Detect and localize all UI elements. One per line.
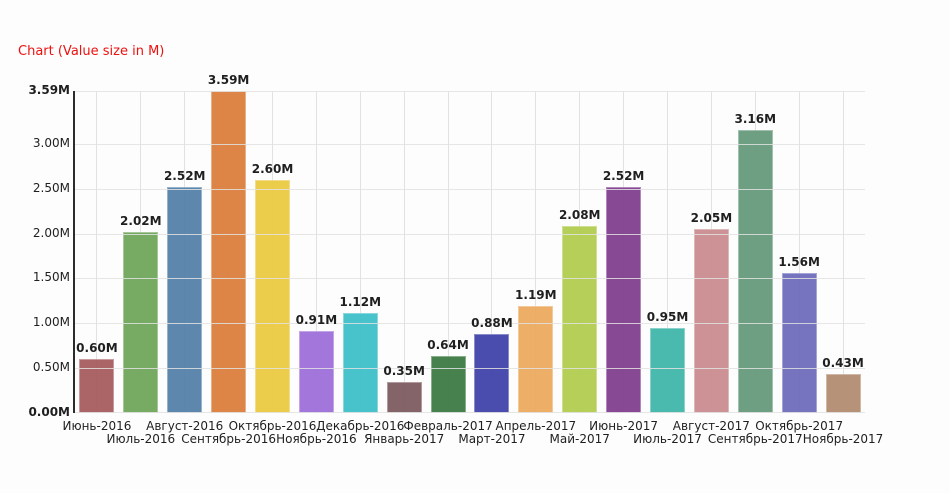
bar-value-label: 2.52M	[602, 168, 645, 183]
x-axis-label: Январь-2017	[364, 432, 445, 446]
bar-value-label: 2.02M	[120, 213, 162, 228]
y-axis-line	[73, 91, 75, 413]
x-axis-label: Декабрь-2016	[316, 419, 405, 433]
y-tick-label: 1.50M	[32, 270, 70, 285]
x-axis-label: Октябрь-2017	[755, 419, 844, 433]
gridline-v	[403, 91, 405, 413]
x-axis-label: Июль-2017	[633, 432, 702, 446]
bar-Январь-2017[interactable]	[386, 381, 422, 413]
bar-Февраль-2017[interactable]	[430, 355, 466, 413]
x-axis-label: Август-2017	[672, 419, 750, 433]
y-tick-label: 2.50M	[32, 180, 70, 195]
bar-value-label: 0.64M	[427, 337, 469, 352]
bar-Август-2017[interactable]	[693, 229, 729, 413]
bar-Апрель-2017[interactable]	[518, 306, 554, 413]
bar-Сентябрь-2017[interactable]	[737, 129, 773, 413]
gridline-h	[75, 233, 865, 235]
y-tick-label: 1.00M	[32, 315, 70, 330]
gridline-v	[842, 91, 844, 413]
y-tick-label: 3.00M	[32, 135, 70, 150]
chart-title: Chart (Value size in M)	[18, 44, 165, 59]
bar-Июль-2016[interactable]	[123, 231, 159, 413]
x-axis-label: Ноябрь-2017	[802, 432, 884, 446]
x-axis-label: Сентябрь-2017	[707, 432, 803, 446]
gridline-h	[75, 323, 865, 325]
x-axis-label: Сентябрь-2016	[181, 432, 276, 446]
gridline-v	[491, 91, 493, 413]
gridline-h	[75, 188, 865, 190]
bar-value-label: 1.19M	[515, 288, 557, 303]
bar-Июнь-2017[interactable]	[606, 186, 642, 413]
bar-Сентябрь-2016[interactable]	[211, 91, 247, 413]
bar-value-label: 1.56M	[778, 255, 820, 270]
x-axis-label: Ноябрь-2016	[276, 432, 357, 446]
y-tick-label: 2.00M	[32, 225, 70, 240]
bar-Август-2016[interactable]	[167, 186, 203, 413]
gridline-h	[75, 143, 865, 145]
gridline-h	[75, 368, 865, 370]
bar-value-label: 0.43M	[822, 356, 864, 371]
gridline-h	[75, 91, 865, 92]
bar-Декабрь-2016[interactable]	[342, 312, 378, 413]
x-axis-label: Август-2016	[146, 419, 224, 433]
gridline-v	[535, 91, 537, 413]
bar-value-label: 2.60M	[251, 161, 294, 176]
y-tick-label: 0.50M	[32, 360, 70, 375]
bar-Март-2017[interactable]	[474, 334, 510, 413]
bar-value-label: 2.52M	[163, 168, 206, 183]
bar-Ноябрь-2016[interactable]	[298, 331, 334, 413]
x-axis-label: Май-2017	[549, 432, 610, 446]
y-tick-label: 0.00M	[28, 405, 70, 419]
bar-Октябрь-2016[interactable]	[255, 179, 290, 413]
bar-Октябрь-2017[interactable]	[781, 273, 817, 413]
x-axis-label: Апрель-2017	[495, 419, 577, 433]
x-axis-label: Октябрь-2016	[228, 419, 317, 433]
bar-value-label: 2.05M	[690, 211, 733, 226]
gridline-v	[315, 91, 317, 413]
gridline-v	[667, 91, 668, 413]
bar-Июль-2017[interactable]	[650, 327, 685, 413]
gridline-v	[447, 91, 449, 413]
bar-value-label: 0.88M	[471, 316, 513, 331]
bar-Май-2017[interactable]	[562, 226, 598, 413]
bar-value-label: 0.91M	[295, 313, 338, 328]
gridline-v	[359, 91, 361, 413]
gridline-h	[75, 412, 865, 413]
x-axis-label: Июль-2016	[106, 432, 176, 446]
x-axis-label: Июнь-2016	[62, 419, 132, 433]
bar-value-label: 2.08M	[558, 208, 601, 223]
x-axis-label: Июнь-2017	[589, 419, 659, 433]
bar-value-label: 3.16M	[734, 111, 777, 126]
x-axis-label: Март-2017	[458, 432, 526, 446]
bar-value-label: 0.60M	[76, 341, 118, 356]
bar-value-label: 0.35M	[383, 363, 425, 378]
bar-value-label: 0.95M	[646, 309, 689, 324]
bar-value-label: 1.12M	[339, 294, 382, 309]
y-tick-label: 3.59M	[28, 83, 70, 97]
plot-area: 0.60M 2.02M 2.52M 3.59M 2.60M 0.91M 1.12M 0.35M…	[63, 73, 884, 446]
gridline-v	[798, 91, 800, 413]
bar-value-label: 3.59M	[207, 73, 250, 87]
gridline-h	[75, 278, 865, 280]
x-axis-label: Февраль-2017	[403, 419, 493, 433]
gridline-v	[96, 91, 98, 413]
bar-Ноябрь-2017[interactable]	[825, 374, 861, 413]
